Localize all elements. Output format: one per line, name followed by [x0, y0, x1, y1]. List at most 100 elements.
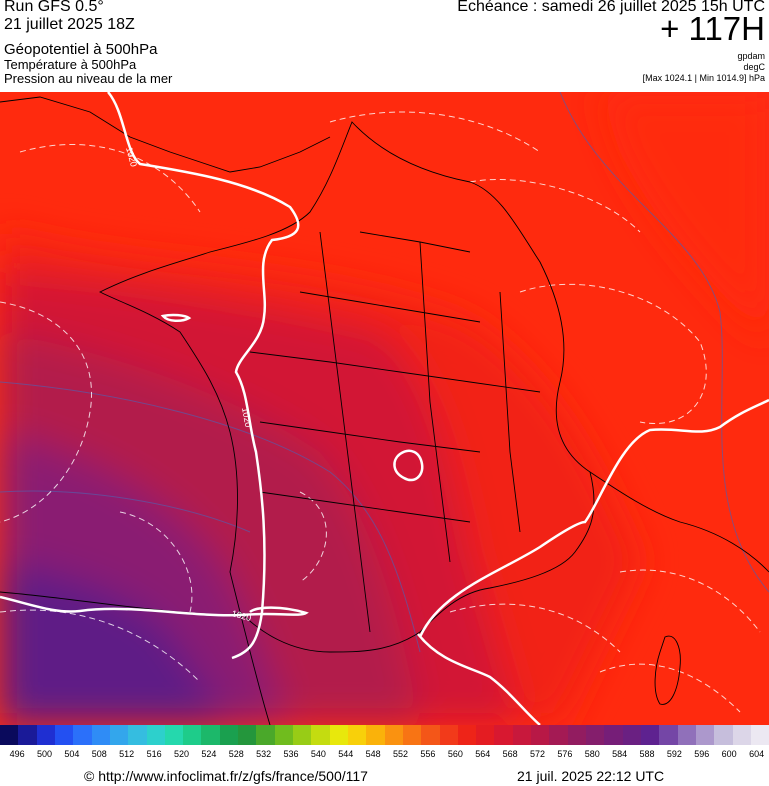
temperature-isotherms	[0, 92, 769, 653]
footer-date: 21 juil. 2025 22:12 UTC	[517, 768, 665, 784]
isobar-labels: 1020 1020 1020	[124, 146, 253, 623]
layer-pressure-label: Pression au niveau de la mer	[4, 71, 173, 86]
forecast-hour: + 117H	[660, 10, 765, 47]
scale-swatch	[366, 725, 385, 745]
scale-label: 508	[91, 749, 107, 759]
scale-swatch	[183, 725, 202, 745]
scale-swatch	[567, 725, 586, 745]
scale-label: 540	[310, 749, 326, 759]
isobar-closed	[160, 313, 192, 322]
scale-label: 584	[612, 749, 628, 759]
scale-swatch	[256, 725, 275, 745]
scale-swatch	[421, 725, 440, 745]
temperature-contour	[299, 491, 327, 583]
england-coast	[0, 96, 331, 173]
isobar-label: 1020	[240, 407, 253, 428]
scale-swatch	[677, 725, 696, 745]
scale-swatch	[494, 725, 513, 745]
scale-swatch	[274, 725, 293, 745]
isotherm-line	[559, 92, 769, 593]
scale-swatch	[604, 725, 623, 745]
scale-label: 544	[338, 749, 354, 759]
scale-swatch	[659, 725, 678, 745]
run-title: Run GFS 0.5°	[4, 0, 104, 15]
temperature-contour	[449, 603, 621, 653]
scale-label: 548	[365, 749, 381, 759]
scale-swatch	[347, 725, 367, 745]
scale-label: 512	[119, 749, 135, 759]
scale-swatch	[329, 725, 348, 745]
corsica-outline	[654, 635, 681, 705]
geopotential-field	[0, 92, 769, 725]
weather-map: 1020 1020 1020	[0, 92, 769, 725]
scale-label: 576	[557, 749, 573, 759]
temperature-contour	[519, 283, 707, 424]
scale-swatch	[293, 725, 312, 745]
scale-swatch	[238, 725, 257, 745]
france-outline	[98, 121, 595, 653]
scale-label: 536	[283, 749, 299, 759]
pressure-minmax: [Max 1024.1 | Min 1014.9] hPa	[642, 73, 765, 83]
temperature-contour	[119, 511, 193, 613]
scale-label: 580	[584, 749, 600, 759]
isotherm-line	[0, 490, 251, 533]
scale-swatch	[640, 725, 660, 745]
scale-label: 520	[173, 749, 189, 759]
layer-geopotential-label: Géopotentiel à 500hPa	[4, 41, 158, 58]
geopotential-zone-deep-purple	[0, 562, 230, 725]
scale-swatch	[512, 725, 532, 745]
region-borders	[249, 231, 541, 633]
unit-temperature: degC	[743, 62, 765, 72]
scale-swatch	[201, 725, 220, 745]
temperature-contour	[19, 144, 201, 213]
scale-swatch	[0, 725, 19, 745]
isotherm-line	[0, 381, 421, 653]
scale-label: 568	[502, 749, 518, 759]
layer-temperature-label: Température à 500hPa	[4, 57, 137, 72]
scale-swatch	[36, 725, 55, 745]
scale-swatch	[219, 725, 239, 745]
scale-label: 524	[201, 749, 217, 759]
color-scale-labels: 496 500 504 508 512 516 520 524 528 532 536 540 544 5…	[0, 749, 769, 761]
scale-swatch	[586, 725, 605, 745]
scale-swatch	[73, 725, 92, 745]
temperature-contour	[329, 111, 541, 153]
forecast-time: Echéance : samedi 26 juillet 2025 15h UT…	[457, 0, 765, 15]
scale-label: 528	[228, 749, 244, 759]
scale-swatch	[695, 725, 715, 745]
scale-label: 504	[64, 749, 80, 759]
scale-swatch	[750, 725, 769, 745]
scale-label: 532	[256, 749, 272, 759]
scale-label: 592	[666, 749, 682, 759]
scale-swatch	[531, 725, 550, 745]
scale-swatch	[457, 725, 477, 745]
isobar-1020	[107, 92, 300, 660]
scale-label: 604	[749, 749, 765, 759]
scale-label: 572	[529, 749, 545, 759]
scale-label: 588	[639, 749, 655, 759]
scale-swatch	[109, 725, 129, 745]
scale-label: 552	[393, 749, 409, 759]
temperature-contour	[599, 663, 741, 713]
scale-swatch	[549, 725, 568, 745]
scale-swatch	[164, 725, 184, 745]
scale-swatch	[476, 725, 495, 745]
scale-swatch	[18, 725, 37, 745]
footer-url[interactable]: © http://www.infoclimat.fr/z/gfs/france/…	[84, 768, 368, 784]
isobar-1020	[0, 595, 309, 617]
italy-coast	[589, 471, 769, 573]
isobar-1020	[417, 633, 541, 725]
scale-swatch	[91, 725, 110, 745]
temperature-contour	[0, 301, 92, 523]
color-scale	[0, 725, 769, 745]
scale-swatch	[439, 725, 458, 745]
scale-label: 496	[9, 749, 25, 759]
scale-swatch	[311, 725, 330, 745]
scale-swatch	[384, 725, 403, 745]
scale-label: 500	[37, 749, 53, 759]
scale-swatch	[622, 725, 641, 745]
scale-label: 596	[694, 749, 710, 759]
geopotential-zone-orange	[600, 92, 769, 342]
scale-swatch	[402, 725, 422, 745]
scale-swatch	[146, 725, 165, 745]
